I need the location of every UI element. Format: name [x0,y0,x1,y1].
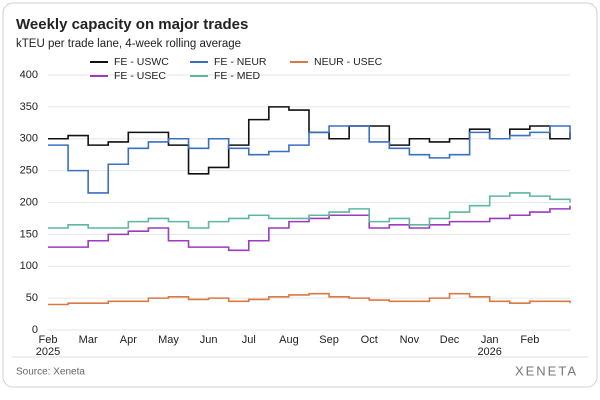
x-tick-label: Oct [361,334,378,346]
y-tick-label: 0 [32,324,38,336]
legend-label: NEUR - USEC [314,56,383,68]
x-tick-label: Aug [279,334,299,346]
series-line [48,292,571,306]
x-tick-label: Feb 2025 [36,334,60,358]
series-line [48,125,571,194]
series-line [48,192,571,229]
legend-label: FE - MED [214,70,260,82]
x-tick-label: Dec [440,334,460,346]
x-tick-label: Mar [79,334,98,346]
x-tick-label: Sep [319,334,339,346]
source: Source: Xeneta [16,367,85,378]
logo: XENETA [515,363,578,378]
x-tick-label: Jul [242,334,256,346]
x-tick-label: Jun [200,334,218,346]
y-tick-label: 400 [20,69,38,81]
legend-label: FE - USEC [114,70,166,82]
y-tick-label: 150 [20,228,38,240]
x-tick-label: May [158,334,179,346]
legend-label: FE - USWC [114,56,169,68]
y-tick-label: 50 [26,292,38,304]
y-tick-label: 350 [20,101,38,113]
y-tick-label: 300 [20,133,38,145]
x-tick-label: Jan 2026 [477,334,501,358]
chart-subtitle: kTEU per trade lane, 4-week rolling aver… [16,38,241,50]
frame [2,2,598,388]
y-tick-label: 250 [20,165,38,177]
y-tick-label: 100 [20,260,38,272]
x-tick-label: Feb [520,334,539,346]
x-tick-label: Nov [400,334,420,346]
legend-label: FE - NEUR [214,56,267,68]
chart-title: Weekly capacity on major trades [16,16,248,33]
y-tick-label: 200 [20,196,38,208]
x-tick-label: Apr [120,334,137,346]
